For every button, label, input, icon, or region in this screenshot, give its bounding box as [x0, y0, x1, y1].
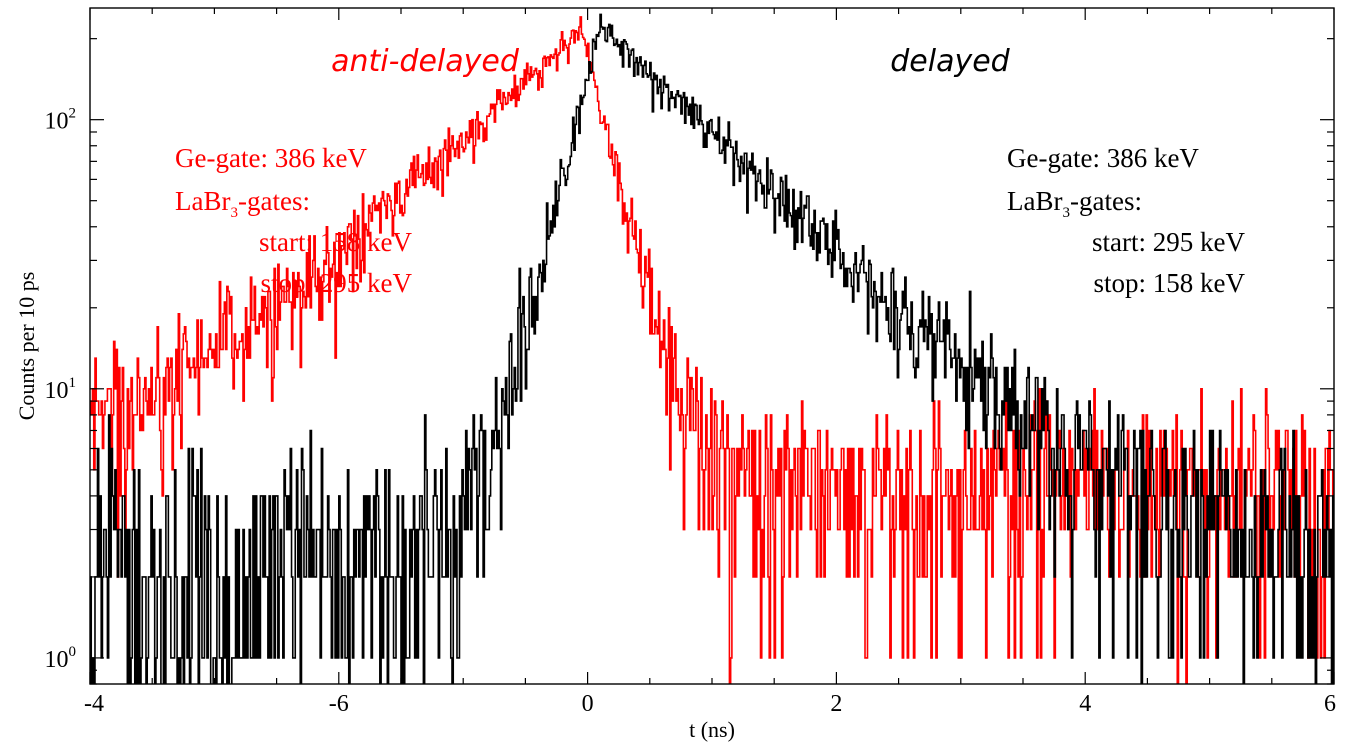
- anti-stop: stop: 295 keV: [261, 268, 413, 298]
- series-delayed-line: [90, 13, 1334, 684]
- x-tick-label: -4: [84, 691, 104, 717]
- delayed-gates: Ge-gate: 386 keV LaBr3-gates: start: 295…: [1007, 143, 1245, 298]
- series-anti-line: [90, 16, 1334, 684]
- y-tick-label: 101: [45, 375, 77, 404]
- delayed-start: start: 295 keV: [1092, 227, 1245, 257]
- x-axis-title: t (ns): [689, 717, 735, 742]
- anti-labr-gates: LaBr3-gates:: [175, 186, 310, 221]
- anti-delayed-gates: Ge-gate: 386 keV LaBr3-gates: start: 158…: [175, 143, 412, 298]
- anti-ge-gate: Ge-gate: 386 keV: [175, 143, 367, 173]
- x-tick-label: 2: [830, 691, 842, 717]
- anti-delayed-label: anti-delayed: [331, 44, 520, 79]
- y-axis-title: Counts per 10 ps: [14, 272, 39, 421]
- delayed-labr-gates: LaBr3-gates:: [1007, 186, 1142, 221]
- anti-start: start: 158 keV: [259, 227, 412, 257]
- x-tick-label: 4: [1079, 691, 1091, 717]
- delayed-stop: stop: 158 keV: [1094, 268, 1246, 298]
- delayed-ge-gate: Ge-gate: 386 keV: [1007, 143, 1199, 173]
- y-tick-label: 102: [45, 106, 77, 135]
- series-layer: [90, 13, 1334, 684]
- y-tick-label: 100: [45, 644, 77, 673]
- ticks-layer: [89, 8, 1335, 685]
- x-tick-label: 0: [582, 691, 594, 717]
- x-tick-label: 6: [1324, 691, 1336, 717]
- tick-labels-layer: -4 -6 0 2 4 6 100 101 102: [45, 106, 1337, 717]
- delayed-label: delayed: [890, 44, 1010, 79]
- x-tick-label: -6: [329, 691, 349, 717]
